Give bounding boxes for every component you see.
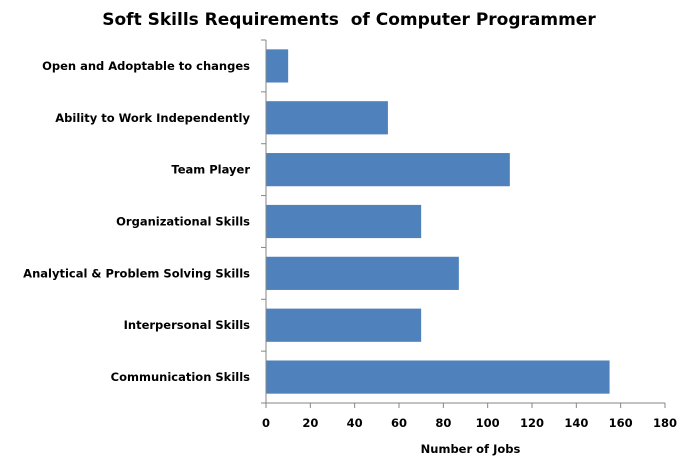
x-tick-label-0: 0 bbox=[262, 416, 270, 430]
category-label-5: Interpersonal Skills bbox=[124, 318, 251, 332]
x-axis-title: Number of Jobs bbox=[421, 442, 521, 456]
category-label-6: Communication Skills bbox=[111, 370, 250, 384]
bars-layer bbox=[266, 49, 610, 394]
x-tick-label-8: 160 bbox=[609, 416, 633, 430]
x-tick-label-4: 80 bbox=[435, 416, 451, 430]
axis-layer bbox=[261, 39, 666, 408]
chart-title: Soft Skills Requirements of Computer Pro… bbox=[102, 10, 596, 30]
bar-4 bbox=[266, 256, 459, 290]
x-tick-label-7: 140 bbox=[564, 416, 588, 430]
category-label-2: Team Player bbox=[171, 163, 250, 177]
x-tick-label-6: 120 bbox=[520, 416, 544, 430]
x-tick-label-9: 180 bbox=[653, 416, 677, 430]
x-tick-label-5: 100 bbox=[476, 416, 500, 430]
bar-2 bbox=[266, 153, 510, 187]
bar-5 bbox=[266, 308, 422, 342]
x-tick-label-1: 20 bbox=[302, 416, 318, 430]
category-label-3: Organizational Skills bbox=[116, 215, 250, 229]
bar-3 bbox=[266, 204, 422, 239]
category-label-0: Open and Adoptable to changes bbox=[42, 59, 250, 73]
x-tick-label-2: 40 bbox=[347, 416, 363, 430]
bar-1 bbox=[266, 101, 388, 135]
x-tick-label-3: 60 bbox=[391, 416, 407, 430]
bar-0 bbox=[266, 49, 289, 83]
labels-layer: Open and Adoptable to changes Ability to … bbox=[23, 59, 677, 430]
category-label-4: Analytical & Problem Solving Skills bbox=[23, 266, 250, 280]
bar-6 bbox=[266, 360, 610, 394]
category-label-1: Ability to Work Independently bbox=[55, 111, 250, 125]
